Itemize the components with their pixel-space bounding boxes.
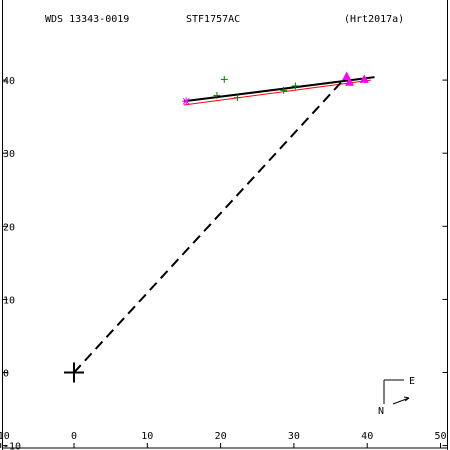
axis-tick-labels: -10 0 10 20 30 40 50 -10 0 10 20 30 40: [0, 76, 447, 450]
compass: E N: [378, 376, 415, 417]
plus-point: [280, 86, 288, 94]
triangle-point: [345, 77, 355, 86]
y-tick-label: 30: [3, 149, 15, 160]
triangle-point: [342, 71, 352, 80]
x-tick-label: 20: [215, 431, 227, 442]
compass-arrowhead-top: [403, 396, 410, 399]
y-tick-label: 40: [3, 76, 15, 87]
y-tick-label: 20: [3, 222, 15, 233]
y-tick-label: -10: [3, 442, 21, 450]
fit-line: [183, 76, 375, 103]
y-tick-label: 0: [3, 369, 9, 380]
plus-point: [233, 94, 241, 102]
discoverer-label: STF1757AC: [186, 14, 240, 25]
dashed-connector: [73, 77, 346, 374]
x-tick-label: -10: [0, 431, 10, 442]
fit-line: [183, 79, 371, 106]
compass-motion-arrow: [392, 397, 410, 405]
x-tick-label: 10: [141, 431, 153, 442]
x-tick-label: 50: [434, 431, 446, 442]
dashed-line: [73, 77, 346, 374]
compass-north-label: N: [378, 406, 384, 417]
triangle-point: [359, 74, 369, 83]
plot-header: WDS 13343-0019 STF1757AC (Hrt2017a): [45, 14, 404, 25]
reference-label: (Hrt2017a): [344, 14, 404, 25]
x-tick-label: 30: [288, 431, 300, 442]
plus-point: [291, 82, 299, 90]
fit-lines: [183, 76, 375, 106]
x-tick-label: 40: [361, 431, 373, 442]
plus-point: [220, 75, 228, 83]
x-tick-label: 0: [71, 431, 77, 442]
asterisk-point: [182, 97, 191, 106]
axis-ticks: [0, 79, 448, 448]
compass-arrowhead-bottom: [404, 397, 410, 402]
y-tick-label: 10: [3, 295, 15, 306]
plus-point: [213, 91, 221, 99]
data-points: [182, 71, 369, 106]
compass-east-label: E: [409, 376, 415, 387]
wds-label: WDS 13343-0019: [45, 14, 129, 25]
primary-origin: [64, 362, 84, 383]
